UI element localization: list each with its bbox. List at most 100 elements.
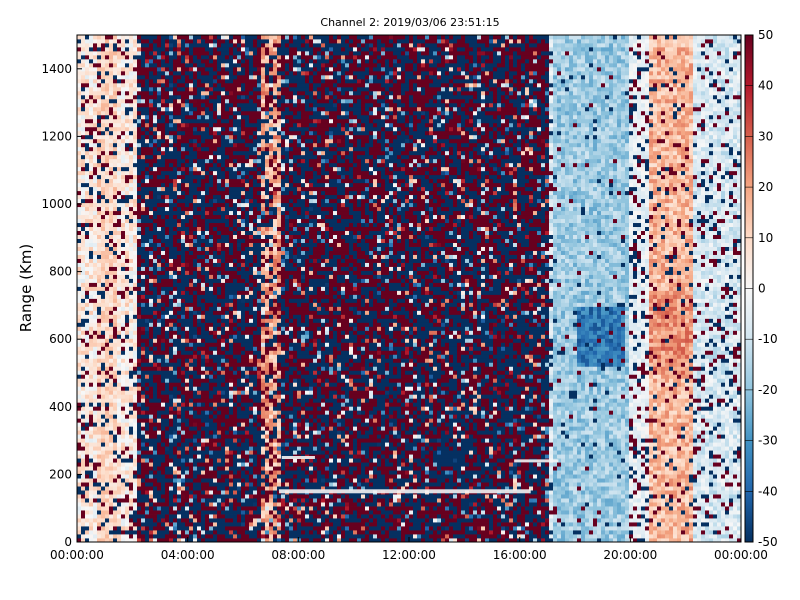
heatmap-cell	[97, 287, 101, 291]
heatmap-cell	[209, 370, 213, 374]
heatmap-cell	[93, 167, 97, 171]
heatmap-cell	[153, 159, 157, 163]
heatmap-cell	[129, 346, 133, 350]
heatmap-cell	[233, 514, 237, 518]
heatmap-cell	[225, 342, 229, 346]
heatmap-cell	[149, 259, 153, 263]
heatmap-cell	[213, 279, 217, 283]
heatmap-cell	[97, 115, 101, 119]
heatmap-cell	[85, 418, 89, 422]
heatmap-cell	[141, 522, 145, 526]
heatmap-cell	[77, 434, 81, 438]
heatmap-cell	[209, 111, 213, 115]
heatmap-cell	[185, 247, 189, 251]
heatmap-cell	[209, 326, 213, 330]
heatmap-cell	[169, 462, 173, 466]
heatmap-cell	[225, 171, 229, 175]
heatmap-cell	[169, 111, 173, 115]
heatmap-cell	[221, 454, 225, 458]
heatmap-cell	[181, 394, 185, 398]
heatmap-cell	[157, 43, 161, 47]
heatmap-cell	[101, 147, 105, 151]
heatmap-cell	[229, 219, 233, 223]
heatmap-cell	[217, 83, 221, 87]
heatmap-cell	[225, 211, 229, 215]
heatmap-cell	[145, 287, 149, 291]
heatmap-cell	[217, 330, 221, 334]
heatmap-cell	[169, 91, 173, 95]
heatmap-cell	[209, 43, 213, 47]
heatmap-cell	[209, 251, 213, 255]
heatmap-cell	[77, 79, 81, 83]
heatmap-cell	[181, 127, 185, 131]
heatmap-cell	[141, 458, 145, 462]
heatmap-cell	[197, 279, 201, 283]
heatmap-cell	[165, 338, 169, 342]
heatmap-cell	[113, 223, 117, 227]
heatmap-cell	[229, 67, 233, 71]
heatmap-cell	[121, 398, 125, 402]
heatmap-cell	[201, 442, 205, 446]
heatmap-cell	[169, 334, 173, 338]
heatmap-cell	[129, 47, 133, 51]
heatmap-cell	[105, 271, 109, 275]
heatmap-cell	[97, 474, 101, 478]
heatmap-cell	[77, 334, 81, 338]
heatmap-cell	[177, 334, 181, 338]
heatmap-cell	[133, 203, 137, 207]
heatmap-cell	[205, 462, 209, 466]
heatmap-cell	[77, 306, 81, 310]
heatmap-cell	[153, 358, 157, 362]
heatmap-cell	[209, 55, 213, 59]
heatmap-cell	[149, 219, 153, 223]
heatmap-cell	[109, 139, 113, 143]
heatmap-cell	[165, 358, 169, 362]
heatmap-cell	[161, 107, 165, 111]
heatmap-cell	[181, 362, 185, 366]
heatmap-cell	[85, 366, 89, 370]
heatmap-cell	[137, 298, 141, 302]
heatmap-cell	[149, 526, 153, 530]
heatmap-cell	[101, 95, 105, 99]
heatmap-cell	[137, 374, 141, 378]
heatmap-cell	[81, 283, 85, 287]
heatmap-cell	[93, 207, 97, 211]
heatmap-cell	[117, 135, 121, 139]
heatmap-cell	[197, 175, 201, 179]
heatmap-cell	[193, 334, 197, 338]
heatmap-cell	[169, 330, 173, 334]
heatmap-cell	[77, 99, 81, 103]
heatmap-cell	[193, 294, 197, 298]
heatmap-cell	[145, 107, 149, 111]
heatmap-cell	[133, 438, 137, 442]
heatmap-cell	[177, 506, 181, 510]
heatmap-cell	[153, 59, 157, 63]
heatmap-cell	[125, 430, 129, 434]
heatmap-cell	[125, 139, 129, 143]
heatmap-cell	[165, 107, 169, 111]
heatmap-cell	[221, 207, 225, 211]
heatmap-cell	[213, 95, 217, 99]
heatmap-cell	[189, 394, 193, 398]
heatmap-cell	[93, 131, 97, 135]
heatmap-cell	[181, 271, 185, 275]
heatmap-cell	[149, 430, 153, 434]
heatmap-cell	[85, 219, 89, 223]
heatmap-cell	[157, 175, 161, 179]
heatmap-cell	[233, 390, 237, 394]
heatmap-cell	[85, 406, 89, 410]
heatmap-cell	[201, 259, 205, 263]
heatmap-cell	[125, 259, 129, 263]
heatmap-cell	[101, 91, 105, 95]
heatmap-cell	[209, 522, 213, 526]
heatmap-cell	[121, 119, 125, 123]
heatmap-cell	[161, 362, 165, 366]
heatmap-cell	[153, 302, 157, 306]
heatmap-cell	[93, 490, 97, 494]
heatmap-cell	[201, 410, 205, 414]
heatmap-cell	[85, 43, 89, 47]
heatmap-cell	[229, 95, 233, 99]
heatmap-cell	[205, 267, 209, 271]
heatmap-cell	[121, 203, 125, 207]
heatmap-cell	[233, 506, 237, 510]
